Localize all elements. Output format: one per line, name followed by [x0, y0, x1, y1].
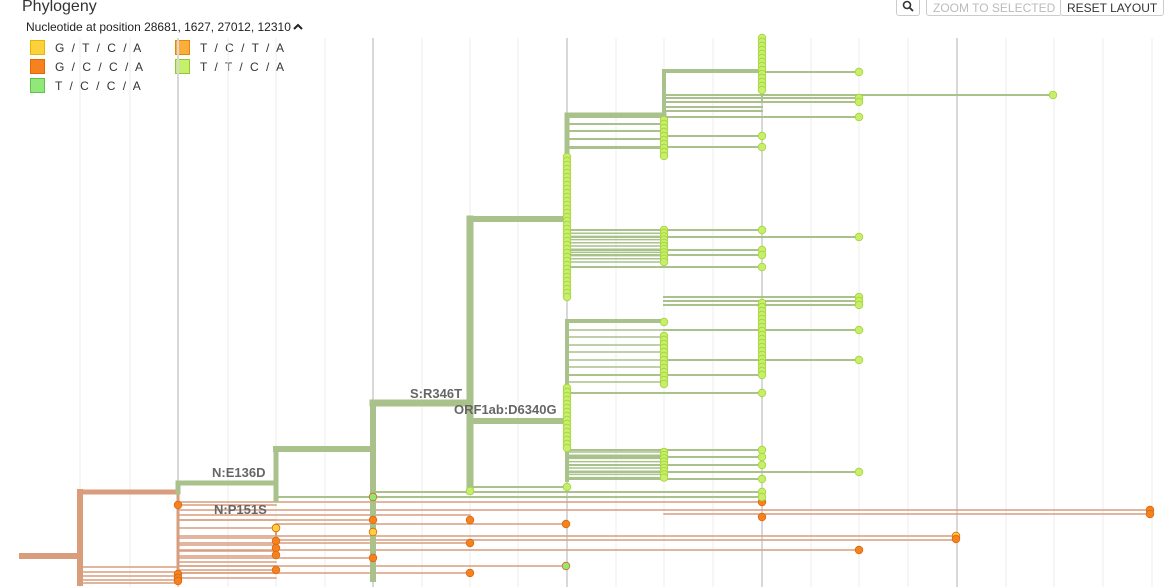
tip-node	[271, 550, 281, 560]
panel-title: Phylogeny	[22, 0, 97, 15]
tip-node	[854, 545, 864, 555]
legend-swatch	[30, 40, 45, 55]
tip-node	[465, 486, 475, 496]
tip-node	[465, 568, 475, 578]
tip-node	[757, 512, 767, 522]
tip-node	[562, 482, 572, 492]
tip-node	[757, 131, 767, 141]
tip-node	[562, 443, 572, 453]
legend-swatch	[30, 78, 45, 93]
tip-node	[659, 379, 669, 389]
legend-label: T / T / C / A	[200, 59, 287, 74]
tip-node	[757, 460, 767, 470]
tip-node	[757, 142, 767, 152]
legend-item[interactable]: G / T / C / A	[30, 40, 143, 55]
reset-layout-button[interactable]: RESET LAYOUT	[1060, 0, 1165, 16]
tip-node	[271, 536, 281, 546]
tip-node	[659, 473, 669, 482]
tip-node	[368, 553, 378, 563]
zoom-button[interactable]	[896, 0, 920, 16]
tip-node	[1048, 90, 1058, 100]
tip-node	[757, 85, 767, 95]
chevron-up-icon[interactable]	[293, 22, 303, 32]
tip-node	[757, 474, 767, 484]
tree-branches	[19, 37, 1151, 586]
branch-labels: S:R346T ORF1ab:D6340G N:E136D N:P151S	[212, 386, 557, 517]
tip-node	[951, 534, 961, 544]
mutation-label: N:P151S	[214, 502, 267, 517]
tip-node	[173, 576, 183, 586]
legend: G / T / C / A T / C / T / A G / C / C / …	[30, 40, 290, 96]
tip-node	[271, 565, 281, 575]
tip-node	[561, 519, 571, 529]
tip-node	[757, 492, 767, 502]
mutation-label: S:R346T	[410, 386, 462, 401]
tip-node	[757, 370, 767, 380]
tip-node	[854, 300, 864, 310]
subtitle-text: Nucleotide at position 28681, 1627, 2701…	[26, 20, 291, 34]
tip-node	[271, 543, 281, 553]
tip-node	[854, 325, 864, 335]
legend-label: G / T / C / A	[55, 40, 144, 55]
legend-item[interactable]: G / C / C / A	[30, 59, 145, 74]
tip-node	[561, 561, 571, 571]
mutation-label: ORF1ab:D6340G	[454, 402, 557, 417]
tip-node	[854, 355, 864, 365]
legend-swatch	[30, 59, 45, 74]
tip-node	[465, 538, 475, 548]
tip-node	[562, 292, 572, 302]
tip-node	[465, 515, 475, 525]
tip-node	[659, 257, 669, 267]
tip-node	[368, 492, 378, 502]
tip-node	[757, 250, 767, 260]
legend-item[interactable]: T / C / C / A	[30, 78, 143, 93]
tip-node	[173, 500, 183, 510]
tip-node	[854, 67, 864, 77]
mutation-label: N:E136D	[212, 465, 265, 480]
tip-node	[757, 225, 767, 235]
tip-node	[368, 527, 378, 537]
tip-node	[854, 97, 864, 107]
tree-tips	[173, 33, 1155, 586]
tip-node	[368, 515, 378, 525]
tip-node	[659, 317, 669, 327]
zoom-to-selected-button[interactable]: ZOOM TO SELECTED	[926, 0, 1063, 16]
tip-node	[854, 467, 864, 477]
legend-label: G / C / C / A	[55, 59, 146, 74]
tip-node	[757, 452, 767, 462]
tip-node	[659, 151, 669, 161]
legend-label: T / C / C / A	[55, 78, 143, 93]
tip-node	[1145, 509, 1155, 519]
color-by-subtitle[interactable]: Nucleotide at position 28681, 1627, 2701…	[26, 20, 303, 34]
tip-node	[757, 388, 767, 398]
magnifier-icon	[902, 0, 914, 12]
tip-node	[854, 112, 864, 122]
tip-node	[854, 232, 864, 242]
tip-node	[271, 523, 281, 533]
tip-node	[757, 445, 767, 455]
legend-label: T / C / T / A	[200, 40, 287, 55]
tip-node	[757, 262, 767, 272]
